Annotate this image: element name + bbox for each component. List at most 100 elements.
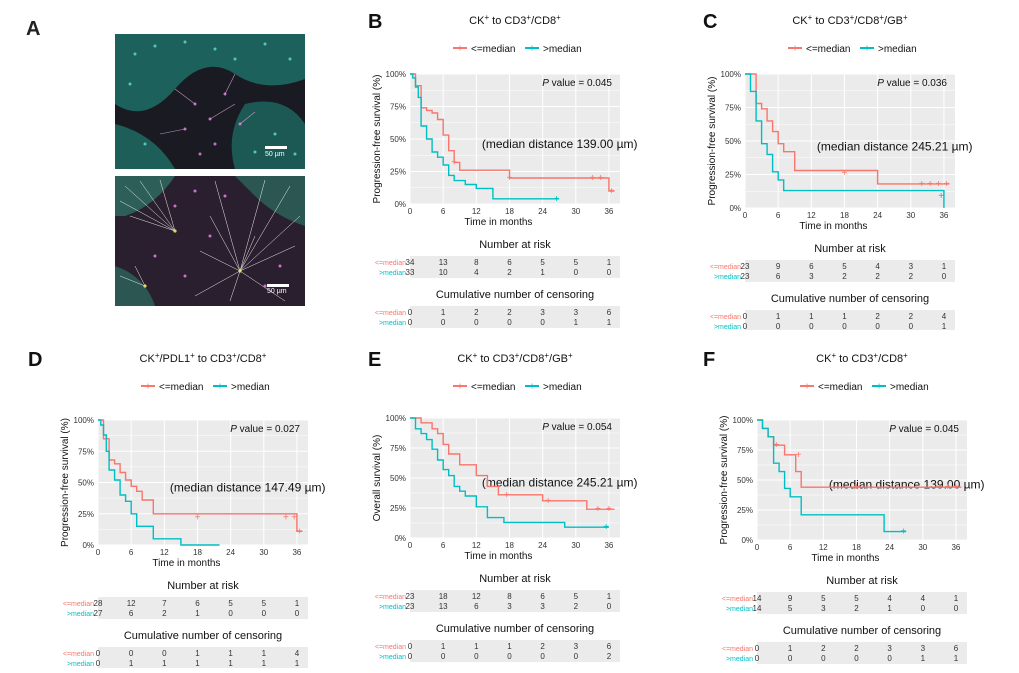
x-tick-label: 30 [906,211,915,220]
censor-table-title: Cumulative number of censoring [771,293,929,305]
x-tick-label: 12 [819,543,828,552]
censor-cell: 2 [854,644,859,653]
censor-mark-low: + [297,526,303,537]
y-tick-label: 75% [390,444,406,453]
survival-curve-low [410,417,615,510]
p-value: P value = 0.054 [542,422,612,433]
censor-cell: 0 [743,312,748,321]
x-tick-label: 0 [408,541,413,550]
censor-cell: 4 [942,312,947,321]
censor-cell: 0 [755,654,760,663]
y-tick-label: 25% [78,510,94,519]
censor-table-background [98,647,308,669]
risk-cell: 5 [574,592,579,601]
km-chart-e: E CK+ to CD3+/CD8+/GB++ <=median + >median0%… [368,349,638,662]
x-tick-label: 24 [226,548,235,557]
censor-row-label: <=median [722,646,753,653]
chart-title: CK+ to CD3+/CD8+ [469,13,561,28]
y-tick-label: 0% [394,534,406,543]
censor-cell: 0 [408,642,413,651]
y-axis-label: Progression-free survival (%) [707,77,718,206]
x-tick-label: 12 [160,548,169,557]
risk-row-label: >median [726,606,753,613]
legend-label-low: <=median [471,44,515,55]
risk-table-title: Number at risk [479,239,551,251]
microscopy-image-top: 50 µm [115,34,305,169]
censor-mark-high: + [603,522,609,533]
x-tick-label: 36 [939,211,948,220]
risk-row-label: <=median [63,601,94,608]
risk-row-label: <=median [375,594,406,601]
title-part: /CD8 [878,353,903,365]
censor-cell: 0 [743,322,748,330]
censor-cell: 1 [942,322,947,330]
panel-f: F CK+ to CD3+/CD8+ + <=median + >median 0% 25% 5… [675,338,1010,668]
censor-cell: 1 [809,312,814,321]
median-distance-annotation: (median distance 139.00 µm) [482,137,638,151]
title-superscript: + [568,351,573,360]
title-part: /CD8 [531,15,556,27]
x-tick-label: 0 [408,207,413,216]
risk-row-label: >median [379,604,406,611]
censor-cell: 0 [96,659,101,668]
censor-cell: 0 [441,652,446,661]
risk-cell: 6 [195,599,200,608]
censor-cell: 0 [507,652,512,661]
censor-row-label: >median [67,661,94,668]
title-superscript: + [879,13,884,22]
title-superscript: + [526,13,531,22]
risk-cell: 6 [507,258,512,267]
risk-cell: 7 [162,599,167,608]
censor-cell: 0 [408,652,413,661]
censor-cell: 0 [507,318,512,327]
risk-cell: 34 [406,258,415,267]
x-tick-label: 6 [788,543,793,552]
y-tick-label: 25% [390,168,406,177]
p-value-text: value = 0.036 [884,78,948,89]
censor-cell: 3 [921,644,926,653]
panel-d: D CK+/PDL1+ to CD3+/CD8+ + <=median + >median… [0,338,340,669]
risk-cell: 5 [228,599,233,608]
risk-table-title: Number at risk [814,243,886,255]
censor-mark-low: + [545,496,551,507]
x-tick-label: 0 [96,548,101,557]
censor-cell: 1 [788,644,793,653]
censor-mark-high: + [938,191,944,202]
legend-label-high: >median [231,382,270,393]
legend-label-low: <=median [806,44,850,55]
censor-table-background [745,310,955,332]
censor-cell: 6 [954,644,959,653]
censor-cell: 6 [607,642,612,651]
censor-cell: 2 [540,642,545,651]
censor-cell: 3 [574,308,579,317]
title-part: CK [792,15,808,27]
title-part: CK [457,353,473,365]
censor-row-label: <=median [375,644,406,651]
title-part: to CD3 [812,15,849,27]
y-tick-label: 75% [78,447,94,456]
x-tick-label: 0 [755,543,760,552]
censor-cell: 1 [507,642,512,651]
title-superscript: + [262,351,267,360]
y-tick-label: 100% [386,414,406,423]
risk-row-label: <=median [375,260,406,267]
km-chart-c: C CK+ to CD3+/CD8+/GB++ <=median + >median0%… [703,11,973,332]
censor-cell: 1 [262,649,267,658]
risk-cell: 23 [741,262,750,271]
risk-cell: 4 [474,268,479,277]
risk-row-label: <=median [722,596,753,603]
y-tick-label: 75% [725,104,741,113]
risk-cell: 6 [129,609,134,618]
censor-row-label: <=median [710,314,741,321]
risk-cell: 1 [295,599,300,608]
p-value: P value = 0.045 [542,78,612,89]
x-tick-label: 30 [571,541,580,550]
legend-label-high: >median [543,382,582,393]
survival-curve-low [98,419,303,533]
panel-e: E CK+ to CD3+/CD8+/GB+ + <=median + >median 0%… [340,338,670,668]
risk-cell: 0 [607,268,612,277]
x-tick-label: 6 [129,548,134,557]
censor-mark-low: + [589,173,595,184]
risk-cell: 1 [540,268,545,277]
censor-cell: 1 [228,649,233,658]
